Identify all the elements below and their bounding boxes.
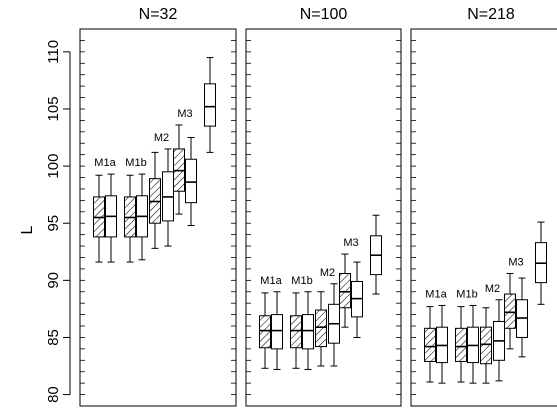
group-label: M3 [343, 237, 358, 249]
box-body [480, 326, 492, 365]
hatched-box [259, 292, 271, 369]
hatched-box [455, 306, 467, 383]
plain-box [516, 277, 528, 358]
y-tick-label: 80 [45, 386, 62, 403]
box-body [315, 309, 327, 348]
panel-title: N=32 [139, 6, 178, 23]
plain-box [105, 173, 117, 263]
panel-frame [79, 28, 237, 407]
hatched-box [504, 272, 516, 350]
box-body [424, 327, 436, 362]
plain-box [302, 291, 314, 370]
panel: N=100 M1a M1b M2 M3 [245, 6, 402, 407]
plain-box [493, 299, 505, 382]
group-label: M1b [125, 157, 146, 169]
box-body [204, 83, 216, 127]
group-label: M3 [508, 256, 523, 268]
box-body [259, 315, 271, 349]
hatched-box [339, 253, 351, 328]
y-tick-label: 110 [45, 40, 62, 64]
plain-box [535, 221, 547, 305]
box-body [455, 327, 467, 362]
y-tick-label: 100 [45, 154, 62, 179]
hatched-box [424, 306, 436, 383]
panel-frame [410, 28, 557, 407]
plain-box [204, 57, 216, 153]
y-axis: 80 85 90 95 100 105 110 [45, 40, 71, 403]
plain-box [162, 148, 174, 247]
panel-frame [245, 28, 402, 407]
group-label: M2 [320, 267, 335, 279]
panel-title: N=100 [300, 6, 348, 23]
plain-box [351, 261, 363, 338]
y-tick-label: 105 [45, 96, 62, 121]
panels: N=32 M1a M1b M2 M3 N=100 M1a M1b M2 M3 N=218 M1a M1b… [79, 6, 557, 407]
box-body [290, 315, 302, 349]
group-label: M2 [485, 283, 500, 295]
group-label: M3 [177, 108, 192, 120]
y-tick-label: 95 [45, 215, 62, 232]
plain-box [271, 291, 283, 370]
box-body [302, 314, 314, 350]
panel: N=32 M1a M1b M2 M3 [79, 6, 237, 407]
hatched-box [173, 124, 185, 215]
group-label: M1a [260, 275, 282, 287]
plain-box [370, 214, 382, 295]
box-body [185, 158, 197, 204]
group-label: M1b [291, 275, 312, 287]
panel-title: N=218 [467, 6, 515, 23]
hatched-box [93, 174, 105, 263]
hatched-box [124, 174, 136, 263]
hatched-box [480, 307, 492, 384]
box-body [271, 314, 283, 350]
hatched-box [315, 291, 327, 367]
y-tick-label: 85 [45, 329, 62, 346]
group-label: M1b [456, 288, 477, 300]
plain-box [185, 137, 197, 226]
plain-box [467, 304, 479, 384]
box-body [504, 293, 516, 329]
group-label: M1a [425, 288, 447, 300]
plain-box [136, 173, 148, 261]
y-tick-label: 90 [45, 272, 62, 289]
plain-box [328, 283, 340, 367]
hatched-box [149, 151, 161, 249]
box-body [339, 272, 351, 309]
plain-box [436, 304, 448, 384]
hatched-box [290, 292, 302, 369]
group-label: M2 [154, 132, 169, 144]
group-label: M1a [94, 157, 116, 169]
panel: N=218 M1a M1b M2 M3 [410, 6, 557, 407]
y-axis-label: L [19, 225, 36, 234]
